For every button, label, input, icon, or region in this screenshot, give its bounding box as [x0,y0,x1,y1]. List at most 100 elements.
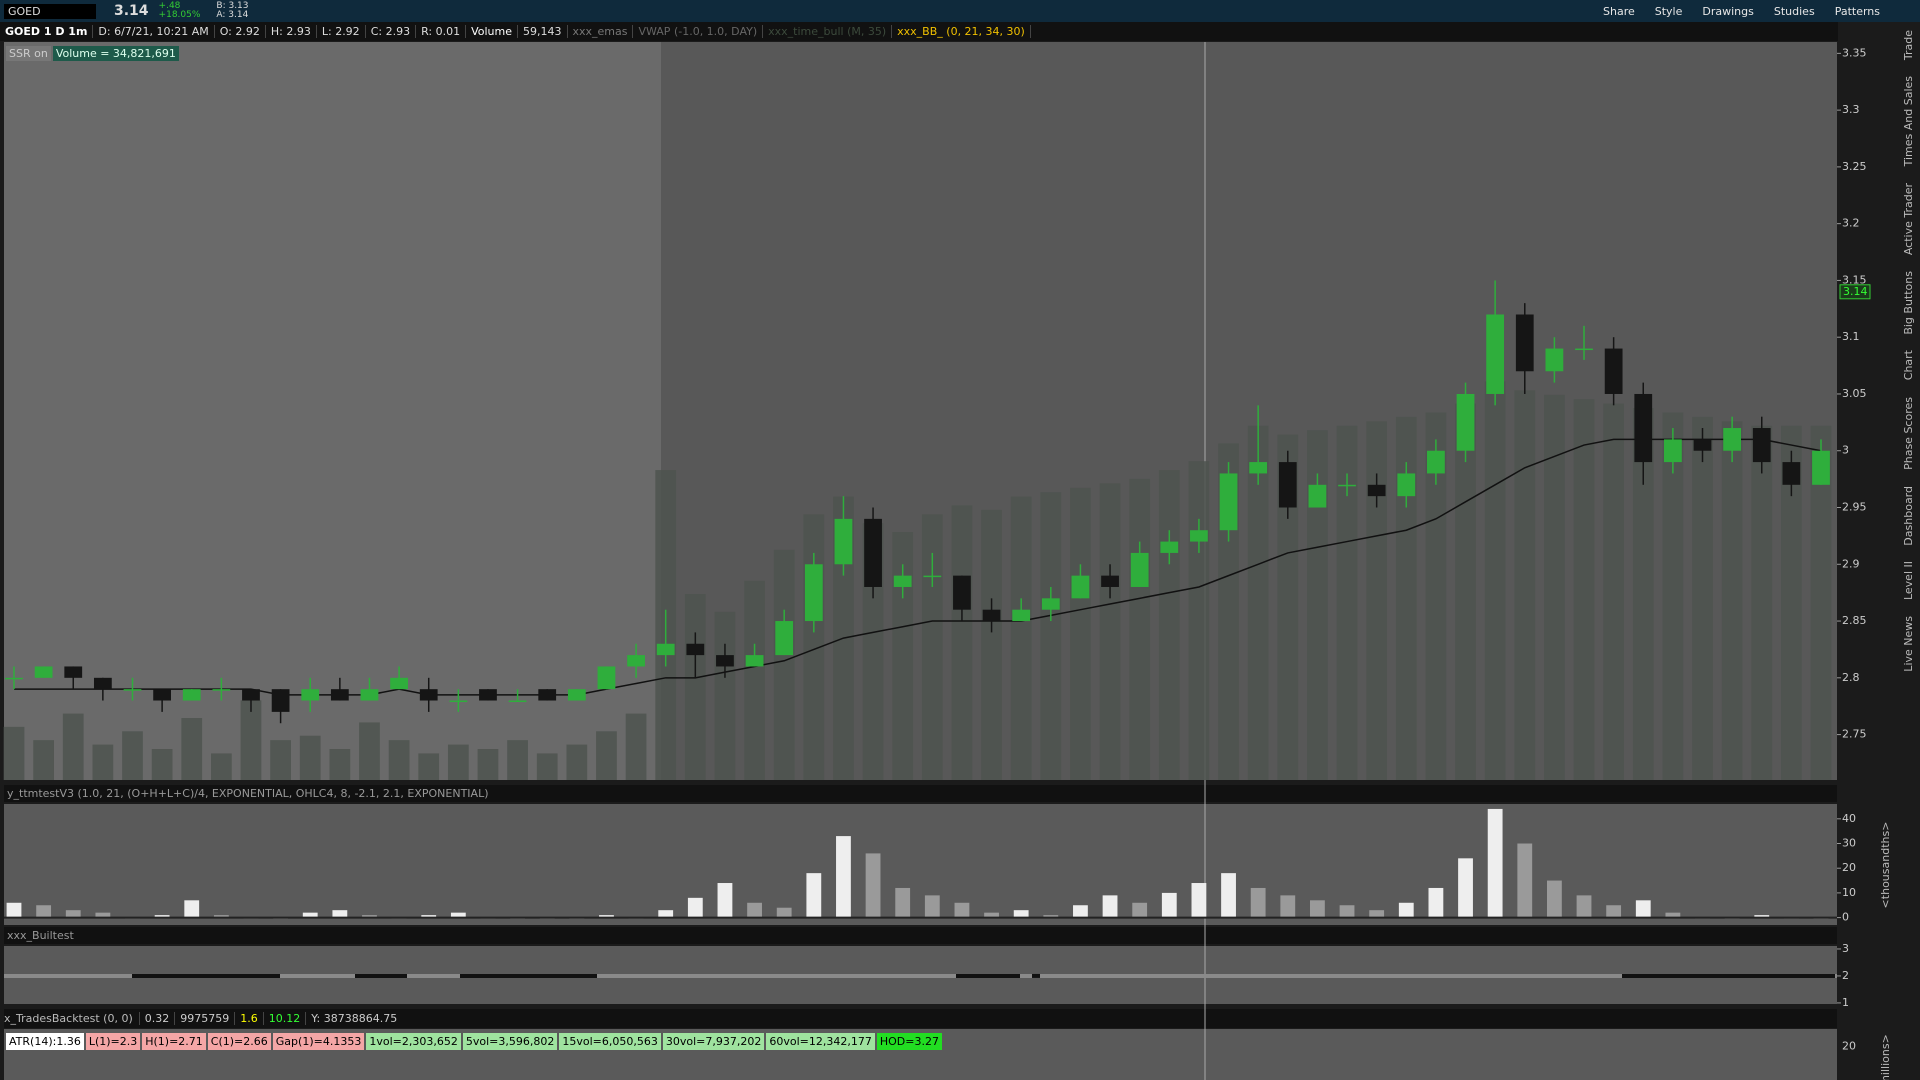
bid: B: 3.13 [216,1,249,11]
osc-bar [1635,900,1651,918]
y-tick-label: 2.75 [1842,728,1867,741]
y-tick-label: 3.05 [1842,387,1867,400]
volume-bar [33,740,54,780]
y-tick-label: 0 [1842,911,1849,924]
side-tab[interactable]: Dashboard [1901,485,1915,546]
volume-bar [1129,478,1151,780]
volume-bar [1544,394,1565,780]
y-tick-label: 20 [1842,1040,1856,1053]
volume-bar [181,718,203,780]
toolbar-button[interactable]: Share [1603,4,1635,18]
candle-body [656,643,675,656]
osc-bar [1754,915,1770,918]
osc-axis-label: <thousandths> [1879,822,1892,909]
volume-bar [447,744,469,780]
volume-bar [359,722,380,780]
volume-bar [773,549,795,780]
y-tick-label: 3.25 [1842,160,1867,173]
quote: B: 3.13 A: 3.14 [216,2,248,20]
volume-bar [1692,416,1713,780]
osc-bar [1487,808,1503,918]
candle-body [1782,462,1801,485]
y-tick-label: 3.35 [1842,46,1867,59]
volume-bar [1366,421,1388,780]
volume-bar [92,744,114,780]
side-tab[interactable]: Trade [1901,30,1915,61]
candle-body [1575,348,1593,351]
stat-label: ATR(14):1.36 [6,1033,84,1050]
volume-bar [1336,425,1358,780]
osc-bar [184,900,200,918]
side-tab[interactable]: Big Buttons [1901,270,1915,335]
last-price-label: 3.14 [1843,285,1868,298]
volume-bar [1721,421,1743,780]
backtest-value: 1.6 [234,1012,263,1025]
candle-body [627,655,645,667]
candle-body [449,700,468,703]
candle-body [1190,530,1208,542]
candle-body [93,677,112,690]
study-label: xxx_BB_ (0, 21, 34, 30) [892,25,1031,38]
candle-body [479,689,497,701]
osc-bar [1102,895,1118,918]
study-label: xxx_emas [568,25,634,38]
y-tick-label: 40 [1842,812,1856,825]
bt-header-bg [4,927,1837,944]
side-tab[interactable]: Chart [1901,350,1915,381]
candle-body [271,689,290,712]
stat-label: H(1)=2.71 [142,1033,206,1050]
side-tab[interactable]: Level II [1901,561,1915,601]
y-tick-label: 2.8 [1842,671,1860,684]
side-tab[interactable]: Active Trader [1901,182,1915,255]
candle-body [1219,473,1238,531]
candle-body [153,689,172,701]
info-bar: GOED 1 D 1m D: 6/7/21, 10:21 AM O: 2.92 H:… [0,22,1838,41]
osc-bar [1369,910,1385,918]
volume-bar [981,509,1002,780]
side-tabs: Trade Times And Sales Active Trader Big But… [1896,22,1920,722]
y-tick-label: 2 [1842,969,1849,982]
toolbar: GOED 3.14 +.48 +18.05% B: 3.13 A: 3.14 Sha… [0,0,1920,22]
osc-bar [1398,902,1414,918]
candle-body [508,700,527,703]
toolbar-button[interactable]: Patterns [1834,4,1880,18]
candle-body [1367,484,1386,497]
candle-body [1012,609,1031,622]
symbol-box[interactable]: GOED [4,3,96,19]
osc-bar [865,853,881,918]
candle-body [893,575,912,587]
osc-bar [1665,912,1681,918]
candle-body [982,609,1001,622]
candle-body [1604,348,1623,394]
volume-bar [1099,483,1121,780]
volume-bar [1277,434,1299,780]
y-tick-label: 3.15 [1842,273,1867,286]
toolbar-button[interactable]: Studies [1773,4,1815,18]
side-tab[interactable]: Phase Scores [1901,396,1915,470]
side-tab[interactable]: Live News [1901,616,1915,672]
volume-bar [210,753,232,780]
osc-bar [450,912,466,918]
candle-body [1130,552,1149,587]
osc-bar [836,836,851,918]
info-field: D: 6/7/21, 10:21 AM [93,25,215,38]
volume-bar [477,749,499,780]
volume-bar [1751,425,1773,780]
osc-header: y_ttmtestV3 (1.0, 21, (O+H+L+C)/4, EXPON… [7,787,489,800]
candle-body [390,677,408,690]
stats-row: ATR(14):1.36 L(1)=2.3 H(1)=2.71 C(1)=2.66 Ga… [6,1033,944,1050]
toolbar-button[interactable]: Drawings [1702,4,1754,18]
info-field: C: 2.93 [366,25,417,38]
osc-bar [895,887,911,918]
candle-body [597,666,616,690]
volume-bar [684,594,706,780]
volume-bar [270,740,291,780]
toolbar-button[interactable]: Style [1654,4,1683,18]
osc-bar [1280,895,1296,918]
osc-bar [717,883,733,918]
osc-bar [747,902,762,918]
side-tab[interactable]: Times And Sales [1901,76,1915,167]
volume-bar [3,726,25,780]
